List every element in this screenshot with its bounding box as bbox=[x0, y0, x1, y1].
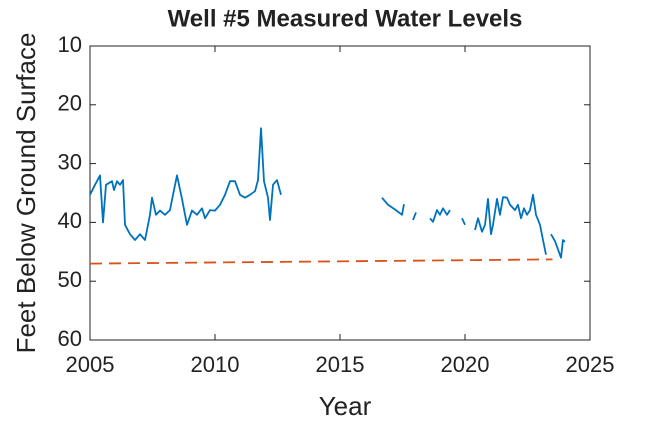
y-tick-label: 50 bbox=[58, 267, 82, 292]
y-tick-label: 60 bbox=[58, 326, 82, 351]
chart-title: Well #5 Measured Water Levels bbox=[168, 5, 523, 32]
x-tick-label: 2010 bbox=[191, 352, 240, 377]
data-line bbox=[89, 258, 553, 265]
data-line bbox=[89, 127, 566, 259]
x-tick-label: 2025 bbox=[566, 352, 615, 377]
x-axis-label: Year bbox=[319, 391, 372, 421]
x-tick-label: 2015 bbox=[316, 352, 365, 377]
x-tick-label: 2020 bbox=[441, 352, 490, 377]
plot-frame bbox=[89, 45, 591, 341]
y-axis-label: Feet Below Ground Surface bbox=[11, 33, 41, 354]
y-tick-label: 40 bbox=[58, 208, 82, 233]
y-tick-label: 30 bbox=[58, 149, 82, 174]
y-tick-label: 20 bbox=[58, 91, 82, 116]
x-tick-label: 2005 bbox=[66, 352, 115, 377]
y-tick-label: 10 bbox=[58, 32, 82, 57]
